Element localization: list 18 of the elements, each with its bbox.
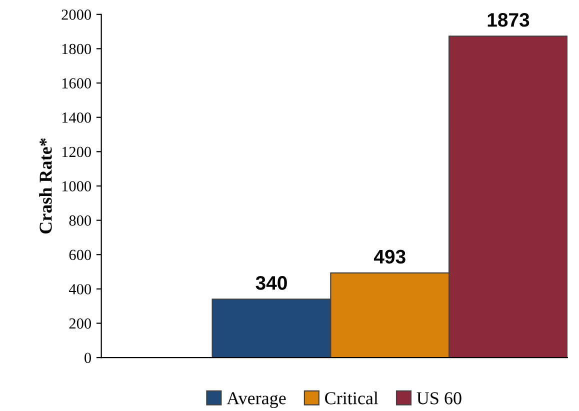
y-tick-label: 1400 [62, 112, 92, 123]
y-tick-label: 800 [69, 215, 92, 226]
data-label: 1873 [488, 13, 530, 27]
y-tick-label: 1000 [62, 181, 92, 192]
data-label: 493 [374, 250, 406, 264]
legend-label: Average [226, 392, 286, 408]
y-tick-label: 0 [84, 352, 92, 364]
y-tick-label: 1200 [62, 146, 92, 158]
legend-label: US 60 [416, 392, 462, 404]
y-tick-label: 1800 [62, 44, 92, 54]
y-tick-label: 400 [68, 284, 92, 294]
y-tick-label: 200 [69, 318, 92, 329]
data-label: 340 [256, 276, 287, 290]
y-tick-label: 1600 [62, 78, 92, 88]
y-tick-label: 2000 [62, 10, 92, 20]
y-axis-title: Crash Rate* [39, 138, 52, 234]
legend-label: Critical [325, 392, 378, 404]
y-tick-label: 600 [69, 250, 92, 260]
